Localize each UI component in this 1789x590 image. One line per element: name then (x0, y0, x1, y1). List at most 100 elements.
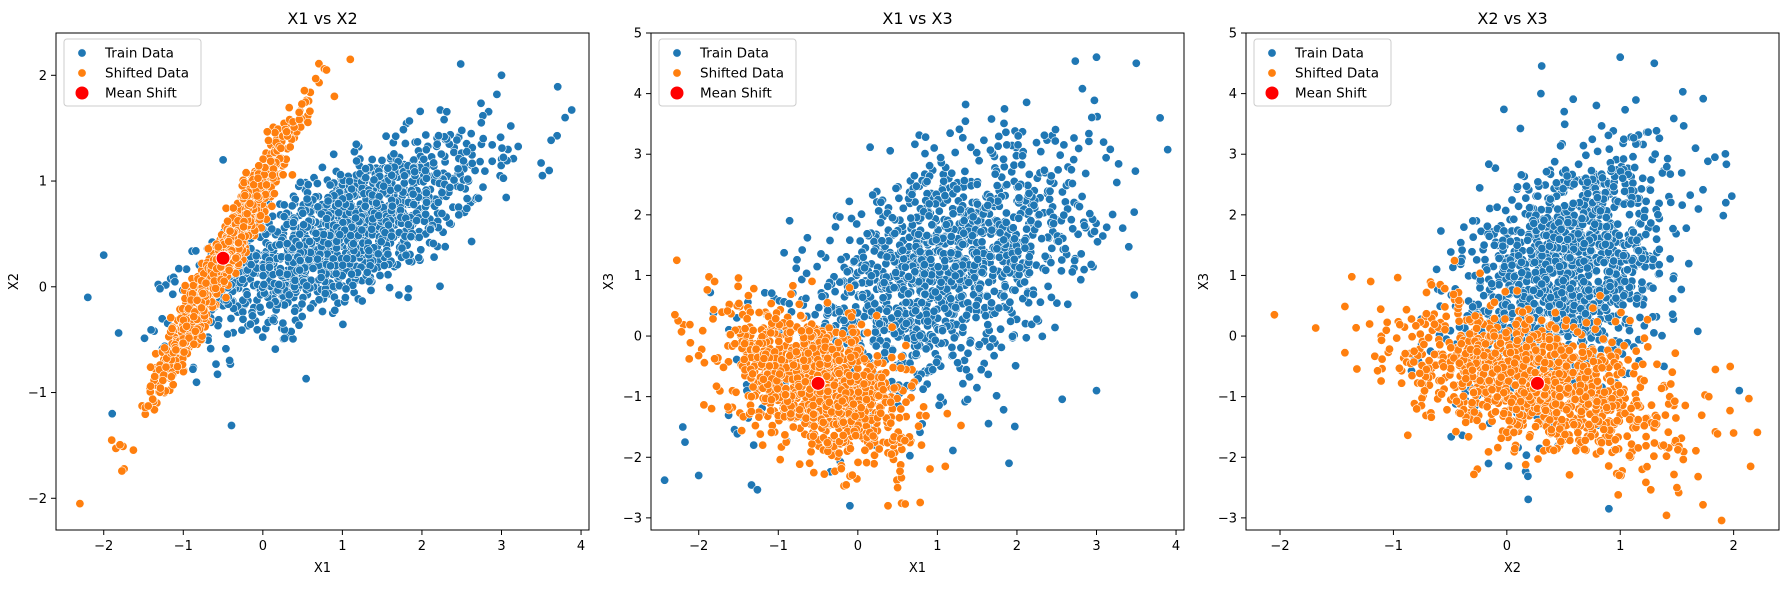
data-point (299, 220, 309, 230)
data-point (497, 143, 507, 153)
data-point (775, 455, 785, 465)
data-point (242, 209, 252, 219)
data-point (859, 312, 869, 322)
data-point (1014, 213, 1024, 223)
data-point (856, 209, 866, 219)
data-point (432, 168, 442, 178)
data-point (988, 264, 998, 274)
data-point (890, 229, 900, 239)
data-point (940, 191, 950, 201)
data-point (886, 418, 896, 428)
data-point (852, 219, 862, 229)
data-point (454, 202, 464, 212)
data-point (1022, 224, 1032, 234)
data-point (387, 170, 397, 180)
data-point (848, 327, 858, 337)
data-point (961, 100, 971, 110)
data-point (836, 255, 846, 265)
data-point (786, 289, 796, 299)
data-point (750, 421, 760, 431)
data-point (1025, 268, 1035, 278)
data-point (225, 355, 235, 365)
data-point (383, 220, 393, 230)
data-point (158, 375, 168, 385)
data-point (1047, 243, 1057, 253)
data-point (265, 300, 275, 310)
data-point (823, 281, 833, 291)
data-point (383, 270, 393, 280)
data-point (822, 438, 832, 448)
data-point (1045, 186, 1055, 196)
data-point (182, 264, 192, 274)
data-point (389, 149, 399, 159)
data-point (544, 166, 554, 176)
data-point (1131, 58, 1141, 68)
data-point (279, 333, 289, 343)
data-point (915, 497, 925, 507)
data-point (1007, 331, 1017, 341)
data-point (976, 365, 986, 375)
data-point (107, 435, 117, 445)
data-point (794, 299, 804, 309)
data-point (344, 176, 354, 186)
data-point (206, 344, 216, 354)
data-point (234, 238, 244, 248)
data-point (877, 372, 887, 382)
data-point (1054, 236, 1064, 246)
data-point (270, 344, 280, 354)
data-point (320, 288, 330, 298)
data-point (428, 239, 438, 249)
data-point (776, 355, 786, 365)
data-point (910, 267, 920, 277)
data-point (685, 338, 695, 348)
data-point (1079, 265, 1089, 275)
data-point (822, 298, 832, 308)
data-point (932, 357, 942, 367)
data-point (1070, 56, 1080, 66)
data-point (255, 302, 265, 312)
data-point (329, 149, 339, 159)
data-point (338, 319, 348, 329)
data-point (303, 180, 313, 190)
data-point (421, 188, 431, 198)
data-point (837, 329, 847, 339)
data-point (915, 247, 925, 257)
data-point (287, 170, 297, 180)
data-point (972, 199, 982, 209)
data-point (999, 118, 1009, 128)
data-point (345, 54, 355, 64)
data-point (898, 245, 908, 255)
data-point (958, 322, 968, 332)
data-point (453, 164, 463, 174)
data-point (180, 281, 190, 291)
data-point (941, 220, 951, 230)
data-point (462, 204, 472, 214)
data-point (847, 470, 857, 480)
data-point (862, 458, 872, 468)
data-point (498, 173, 508, 183)
data-point (1009, 160, 1019, 170)
data-point (876, 197, 886, 207)
data-point (191, 246, 201, 256)
data-point (795, 459, 805, 469)
data-point (1005, 297, 1015, 307)
data-point (749, 440, 759, 450)
data-point (115, 440, 125, 450)
data-point (766, 406, 776, 416)
data-point (334, 208, 344, 218)
data-point (211, 283, 221, 293)
data-point (351, 139, 361, 149)
data-point (974, 156, 984, 166)
data-point (266, 156, 276, 166)
data-point (869, 246, 879, 256)
data-point (323, 196, 333, 206)
data-point (676, 327, 686, 337)
data-point (478, 134, 488, 144)
data-point (948, 445, 958, 455)
data-point (994, 131, 1004, 141)
data-point (203, 244, 213, 254)
data-point (824, 397, 834, 407)
data-point (1026, 216, 1036, 226)
data-point (1068, 224, 1078, 234)
data-point (925, 464, 935, 474)
